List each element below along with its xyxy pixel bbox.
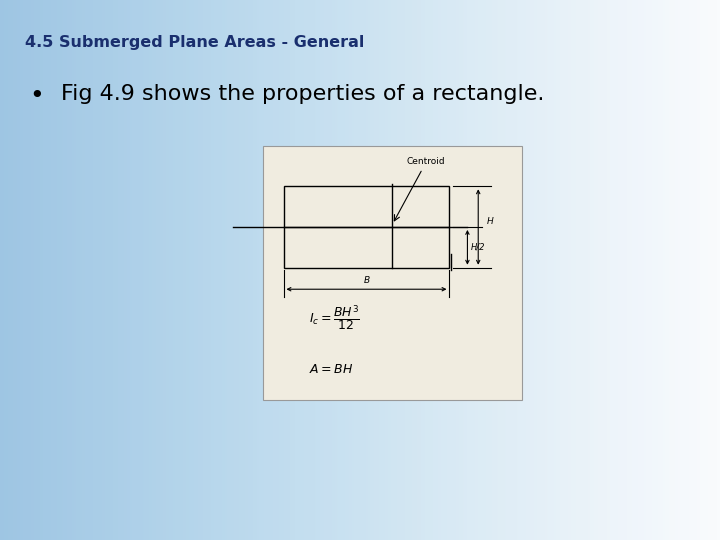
Bar — [284, 186, 449, 268]
Text: Fig 4.9 shows the properties of a rectangle.: Fig 4.9 shows the properties of a rectan… — [61, 84, 544, 104]
Text: H/2: H/2 — [471, 243, 485, 252]
Text: $A = BH$: $A = BH$ — [310, 362, 354, 375]
Bar — [263, 146, 522, 400]
Text: Centroid: Centroid — [407, 157, 446, 166]
Text: H: H — [487, 217, 494, 226]
Text: 4.5 Submerged Plane Areas - General: 4.5 Submerged Plane Areas - General — [25, 35, 364, 50]
Text: B: B — [364, 276, 369, 285]
Text: $I_c = \dfrac{BH^3}{12}$: $I_c = \dfrac{BH^3}{12}$ — [310, 303, 361, 333]
Text: •: • — [29, 84, 43, 107]
